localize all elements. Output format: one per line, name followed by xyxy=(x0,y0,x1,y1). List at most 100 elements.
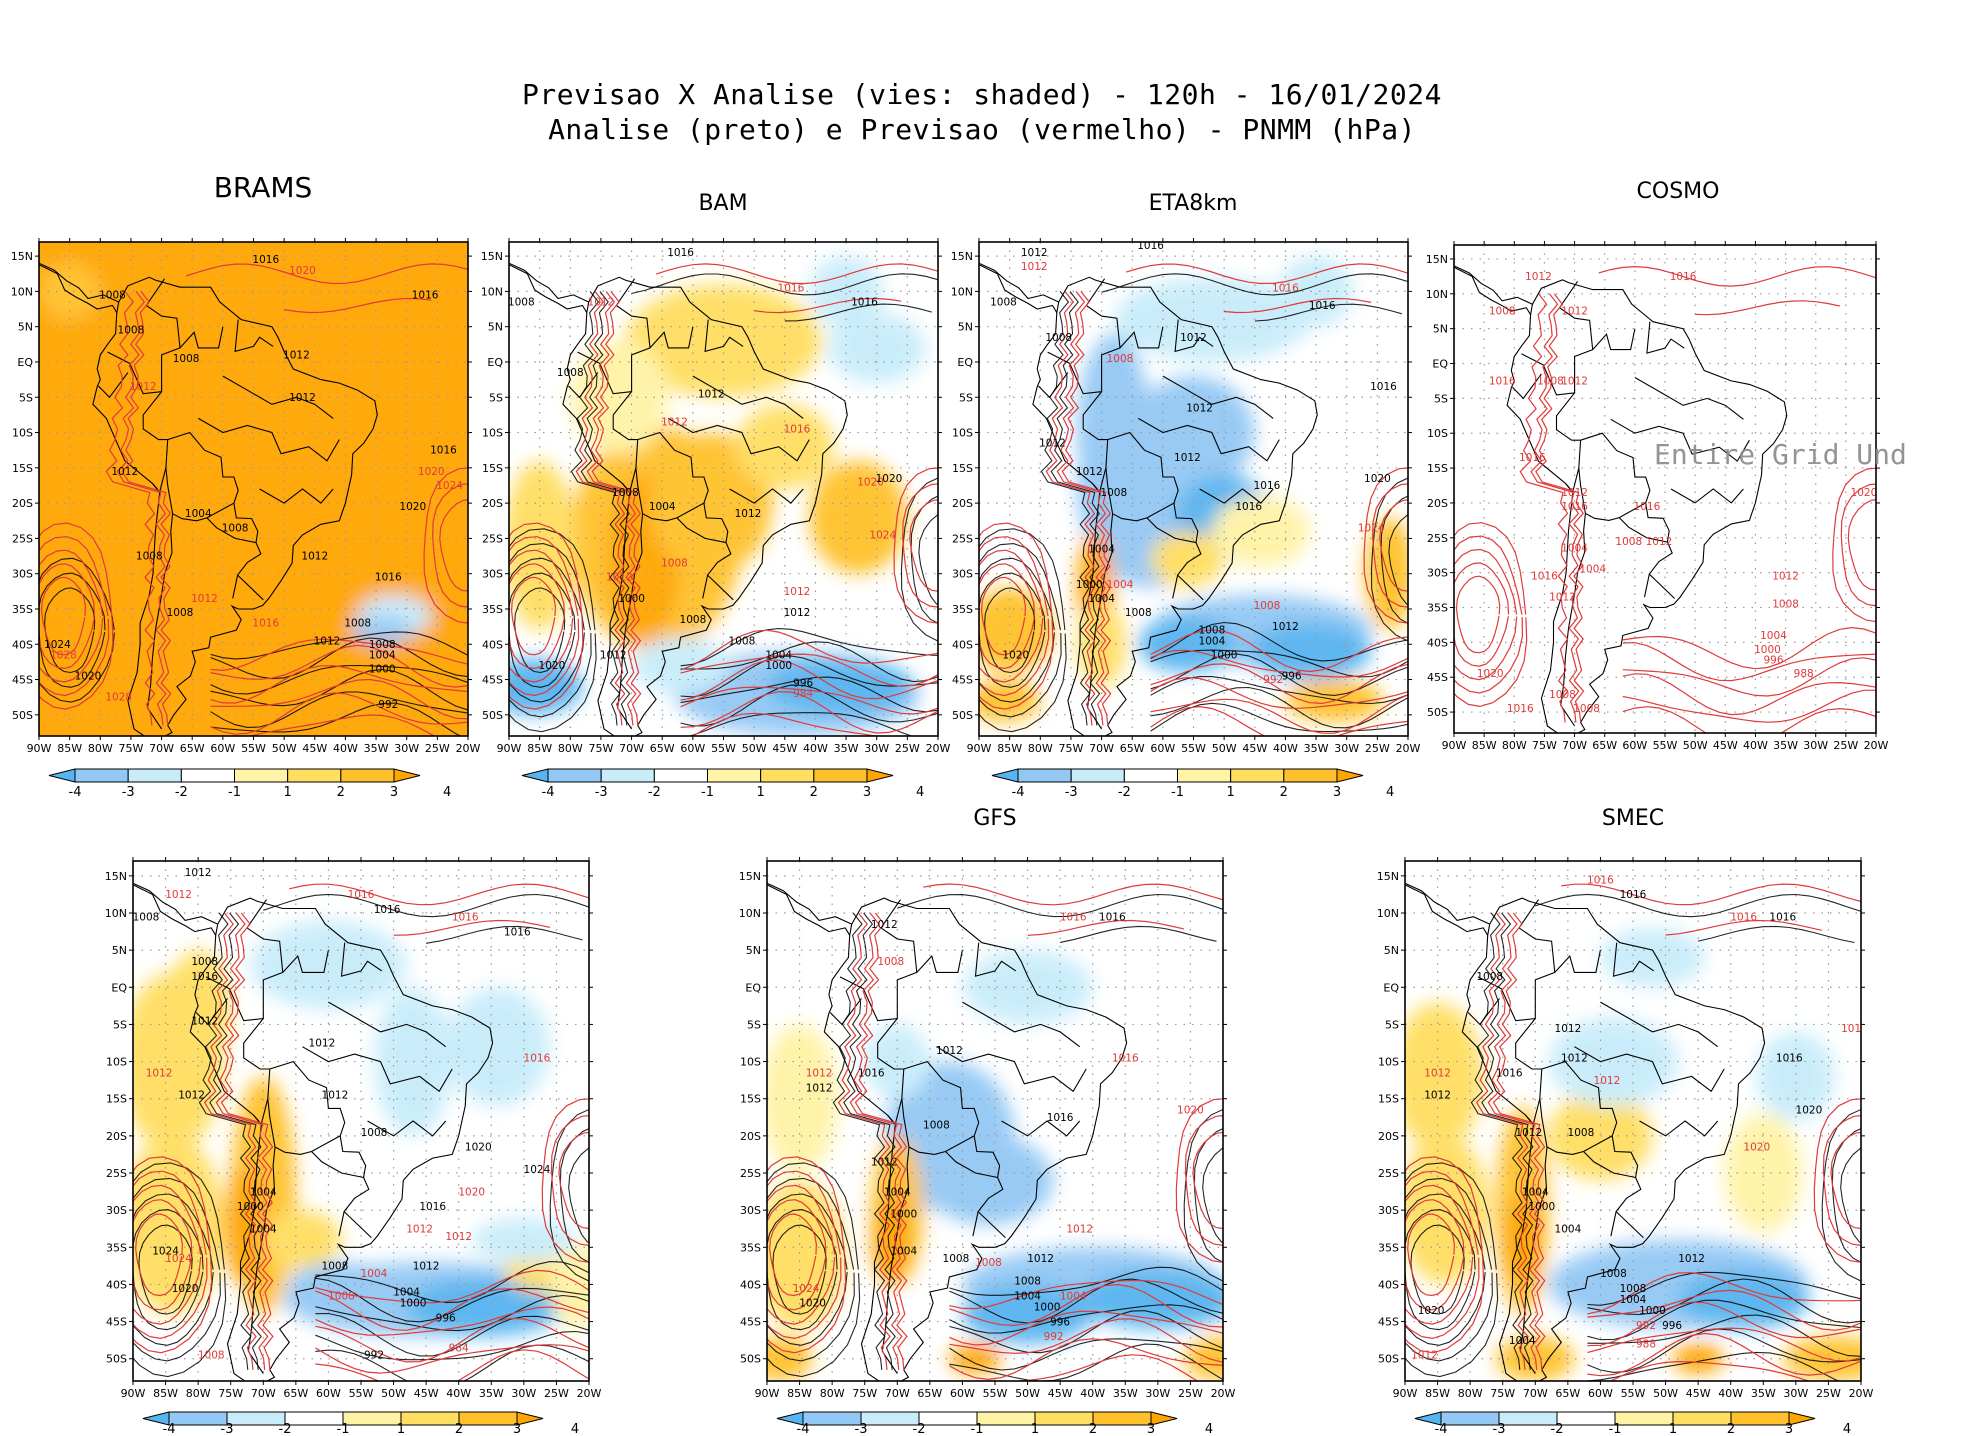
lat-tick-label: 15S xyxy=(482,462,503,475)
lon-tick-label: 25W xyxy=(544,1387,569,1400)
isobar-label: 1008 xyxy=(557,367,584,379)
isobar-label: 1012 xyxy=(1772,571,1799,583)
isobar-label: 1008 xyxy=(322,1261,349,1273)
isobar-label: 1016 xyxy=(1496,1067,1523,1079)
isobar-label: 1020 xyxy=(1364,473,1391,485)
lat-tick-label: 40S xyxy=(1427,636,1448,649)
colorbar-swatch xyxy=(1283,768,1338,783)
isobar-label: 1012 xyxy=(413,1261,440,1273)
isobar-label: 1008 xyxy=(222,522,249,534)
axes: 15N 10N 5N EQ 5S 10S 15S 20S 25S 30S 35S 40S 45S 50S 9… xyxy=(481,238,951,755)
lon-tick-label: 55W xyxy=(1653,739,1678,752)
lat-tick-label: 15S xyxy=(740,1093,761,1106)
lon-tick-label: 25W xyxy=(1833,739,1858,752)
lon-tick-label: 70W xyxy=(619,742,644,755)
isobar-label: 1008 xyxy=(1620,1283,1647,1295)
isobar-label: 1008 xyxy=(975,1257,1002,1269)
isobar-label: 1012 xyxy=(735,508,762,520)
isobar-label: 1012 xyxy=(406,1223,433,1235)
lon-tick-label: 55W xyxy=(983,1387,1008,1400)
isobar-label: 984 xyxy=(793,688,813,700)
isobar-label: 1012 xyxy=(1186,402,1213,414)
lon-tick-label: 75W xyxy=(1058,742,1083,755)
isobar-label: 1012 xyxy=(1555,1023,1582,1035)
isobar-label: 1024 xyxy=(44,639,71,651)
isobar-label: 1008 xyxy=(680,614,707,626)
isobar-label: 1008 xyxy=(923,1119,950,1131)
lon-tick-label: 30W xyxy=(1145,1387,1170,1400)
isobar-label: 1012 xyxy=(600,649,627,661)
isobar-label: 1004 xyxy=(1579,564,1606,576)
lon-tick-label: 25W xyxy=(425,742,450,755)
colorbar-swatch xyxy=(1150,1411,1178,1426)
isobar-label: 1016 xyxy=(191,971,218,983)
isobar-label: 1008 xyxy=(612,487,639,499)
lon-tick-label: 25W xyxy=(1816,1387,1841,1400)
colorbar-swatch xyxy=(168,1411,228,1426)
isobar-label: 1008 xyxy=(1107,353,1134,365)
lon-tick-label: 45W xyxy=(414,1387,439,1400)
isobar-label: 1020 xyxy=(1177,1105,1204,1117)
lat-tick-label: 15N xyxy=(1377,870,1399,883)
isobar-label: 1008 xyxy=(1573,703,1600,715)
isobar-label: 996 xyxy=(1050,1316,1070,1328)
isobar-labels: 1016 1016 1016 1008 1012 1008 1012 1012 1016 1020… xyxy=(509,247,902,700)
isobar-label: 1008 xyxy=(361,1127,388,1139)
lat-tick-label: 25S xyxy=(952,532,973,545)
isobar-label: 1020 xyxy=(465,1142,492,1154)
isobar-label: 1020 xyxy=(1418,1305,1445,1317)
isobar-labels: 1012 1012 1016 1016 1016 1016 1008 1008 1016 1012… xyxy=(133,867,551,1362)
isobar-label: 1020 xyxy=(1851,487,1878,499)
isobar-label: 992 xyxy=(1044,1331,1064,1343)
lat-tick-label: 35S xyxy=(1378,1241,1399,1254)
isobar-label: 1000 xyxy=(890,1209,917,1221)
isobar-label: 1016 xyxy=(1309,300,1336,312)
isobar-label: 1020 xyxy=(172,1283,199,1295)
colorbar-label: 4 xyxy=(916,785,924,800)
isobar-label: 1016 xyxy=(452,911,479,923)
isobar-label: 1016 xyxy=(524,1053,551,1065)
isobar-label: 1012 xyxy=(146,1067,173,1079)
colorbar-label: 1 xyxy=(1669,1422,1677,1436)
colorbar-label: -2 xyxy=(175,785,188,800)
lon-tick-label: 85W xyxy=(153,1387,178,1400)
isobar-label: 1020 xyxy=(75,671,102,683)
isobar-label: 1020 xyxy=(1743,1142,1770,1154)
isobar-label: 1004 xyxy=(1555,1223,1582,1235)
isobar-label: 1012 xyxy=(606,572,633,584)
lon-tick-label: 50W xyxy=(381,1387,406,1400)
colorbar-swatch xyxy=(1123,768,1179,783)
panel-title: BRAMS xyxy=(214,171,313,204)
lat-tick-label: 50S xyxy=(1378,1353,1399,1366)
colorbar-swatch xyxy=(1730,1411,1790,1426)
lon-tick-label: 65W xyxy=(1592,739,1617,752)
isobar-label: 988 xyxy=(1636,1339,1656,1351)
lon-tick-label: 60W xyxy=(1622,739,1647,752)
isobar-label: 1008 xyxy=(1549,689,1576,701)
lon-tick-label: 90W xyxy=(967,742,992,755)
lat-tick-label: 10S xyxy=(12,427,33,440)
lat-tick-label: 50S xyxy=(482,709,503,722)
lon-tick-label: 90W xyxy=(497,742,522,755)
isobar-label: 1012 xyxy=(1515,1127,1542,1139)
axes: 15N 10N 5N EQ 5S 10S 15S 20S 25S 30S 35S 40S 45S 50S 9… xyxy=(1426,241,1889,752)
lat-tick-label: EQ xyxy=(745,981,761,994)
isobar-label: 1008 xyxy=(1045,332,1072,344)
isobar-label: 1008 xyxy=(1537,375,1564,387)
lat-tick-label: 40S xyxy=(12,638,33,651)
isobar-label: 1012 xyxy=(191,593,218,605)
lat-tick-label: 30S xyxy=(106,1204,127,1217)
isobar-label: 1008 xyxy=(1615,536,1642,548)
lat-tick-label: 30S xyxy=(1378,1204,1399,1217)
colorbar-swatch xyxy=(127,768,182,783)
colorbar-swatch xyxy=(74,768,129,783)
isobar-label: 1004 xyxy=(250,1223,277,1235)
isobar-label: 1012 xyxy=(1411,1350,1438,1362)
colorbar-label: 4 xyxy=(1386,785,1394,800)
lon-tick-label: 35W xyxy=(1751,1387,1776,1400)
graticule xyxy=(509,242,938,736)
forecast-isobars xyxy=(133,883,589,1381)
lat-tick-label: 15S xyxy=(1427,462,1448,475)
isobar-label: 1012 xyxy=(445,1231,472,1243)
